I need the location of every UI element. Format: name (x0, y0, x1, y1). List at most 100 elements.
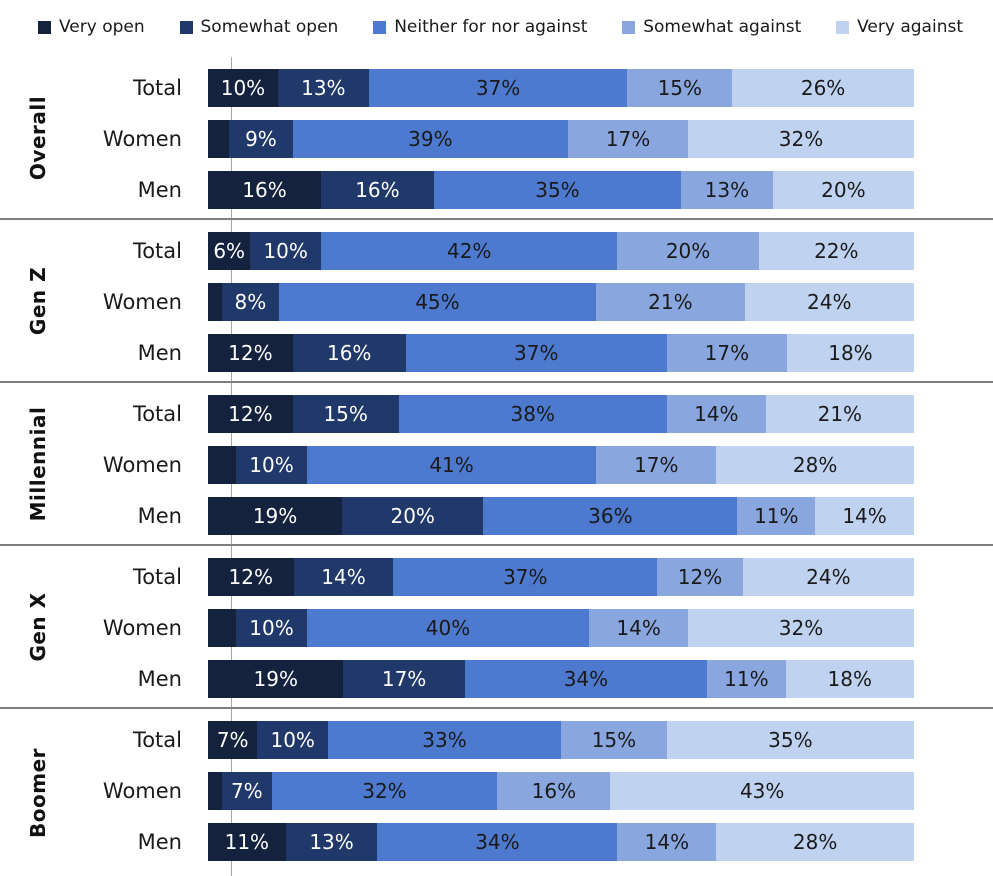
segment-value-label: 11% (754, 503, 799, 528)
bar-segment-somewhat-open: 8% (222, 282, 279, 321)
row-label: Women (102, 289, 182, 314)
segment-value-label: 26% (800, 75, 846, 100)
bar-segment-very-against: 32% (688, 608, 914, 647)
legend-swatch-icon (373, 20, 387, 34)
bar-segment-very-open (208, 771, 223, 810)
bar-segment-somewhat-against: 13% (681, 170, 773, 209)
legend-item-neither-for-nor-against: Neither for nor against (373, 17, 587, 37)
row-label: Women (102, 452, 182, 477)
segment-value-label: 32% (778, 126, 824, 151)
generation-group: Overall Total 10% 13% 37% 15% 26% Women 9% 39% 17%… (0, 57, 993, 220)
bar-segment-somewhat-against: 17% (596, 445, 717, 484)
segment-value-label: 21% (817, 401, 863, 426)
bar-row: Total 10% 13% 37% 15% 26% (0, 62, 993, 113)
bar-segment-neither-for-nor-against: 32% (271, 771, 498, 810)
bar-row: Total 12% 15% 38% 14% 21% (0, 388, 993, 439)
bar-segment-neither-for-nor-against: 37% (405, 333, 667, 372)
bar-segment-somewhat-against: 21% (596, 282, 745, 321)
segment-value-label: 10% (249, 452, 294, 477)
stacked-bar: 10% 41% 17% 28% (208, 445, 914, 484)
segment-value-label: 14% (321, 564, 366, 589)
stacked-bar: 8% 45% 21% 24% (208, 282, 914, 321)
bar-row: Men 19% 17% 34% 11% 18% (0, 653, 993, 704)
segment-value-label: 35% (768, 727, 813, 752)
bar-segment-very-against: 24% (742, 557, 914, 596)
bar-segment-very-against: 22% (758, 231, 914, 270)
group-label: Millennial (26, 406, 50, 521)
bar-row: Women 9% 39% 17% 32% (0, 113, 993, 164)
bar-row: Total 12% 14% 37% 12% 24% (0, 551, 993, 602)
stacked-bar: 19% 20% 36% 11% 14% (208, 496, 914, 535)
segment-value-label: 32% (778, 615, 824, 640)
bar-segment-very-open (208, 119, 230, 158)
bar-segment-very-open: 19% (208, 659, 344, 698)
segment-value-label: 18% (827, 666, 872, 691)
segment-value-label: 45% (415, 289, 460, 314)
bar-segment-neither-for-nor-against: 37% (393, 557, 658, 596)
segment-value-label: 14% (694, 401, 739, 426)
bar-segment-very-open (208, 608, 237, 647)
stacked-bar: 12% 16% 37% 17% 18% (208, 333, 914, 372)
bar-segment-neither-for-nor-against: 42% (320, 231, 618, 270)
stacked-bar: 9% 39% 17% 32% (208, 119, 914, 158)
segment-value-label: 22% (814, 238, 859, 263)
bar-segment-very-against: 35% (666, 720, 914, 759)
segment-value-label: 11% (224, 829, 270, 854)
bar-segment-very-open: 16% (208, 170, 321, 209)
bar-row: Men 19% 20% 36% 11% 14% (0, 490, 993, 541)
bar-segment-very-against: 18% (786, 333, 914, 372)
row-label: Total (132, 564, 182, 589)
bar-segment-very-against: 32% (688, 119, 914, 158)
segment-value-label: 15% (657, 75, 703, 100)
segment-value-label: 17% (381, 666, 427, 691)
bar-segment-somewhat-open: 10% (236, 445, 307, 484)
bar-segment-neither-for-nor-against: 40% (306, 608, 590, 647)
bar-segment-somewhat-open: 16% (292, 333, 406, 372)
segment-value-label: 40% (425, 615, 471, 640)
segment-value-label: 28% (792, 829, 838, 854)
stacked-bar: 12% 14% 37% 12% 24% (208, 557, 914, 596)
legend-label: Very open (59, 17, 145, 37)
bar-segment-very-open (208, 445, 237, 484)
legend-item-somewhat-against: Somewhat against (622, 17, 801, 37)
stacked-bar: 7% 10% 33% 15% 35% (208, 720, 914, 759)
legend-item-very-against: Very against (836, 17, 963, 37)
legend-label: Somewhat open (200, 17, 339, 37)
bar-segment-somewhat-open: 13% (277, 68, 369, 107)
segment-value-label: 16% (242, 177, 287, 202)
bar-segment-somewhat-against: 15% (627, 68, 733, 107)
bar-segment-somewhat-against: 17% (568, 119, 689, 158)
legend-swatch-icon (38, 20, 51, 34)
bar-segment-somewhat-against: 14% (589, 608, 689, 647)
segment-value-label: 8% (234, 289, 267, 314)
segment-value-label: 34% (475, 829, 520, 854)
row-label: Men (137, 340, 182, 365)
bar-segment-very-against: 21% (765, 394, 914, 433)
bar-segment-somewhat-against: 11% (737, 496, 816, 535)
bar-segment-very-open: 11% (208, 822, 286, 861)
generation-group: Millennial Total 12% 15% 38% 14% 21% Women 10% 41… (0, 383, 993, 546)
bar-segment-neither-for-nor-against: 37% (368, 68, 628, 107)
segment-value-label: 42% (446, 238, 492, 263)
row-label: Men (137, 829, 182, 854)
segment-value-label: 16% (326, 340, 372, 365)
stacked-bar: 16% 16% 35% 13% 20% (208, 170, 914, 209)
bar-segment-somewhat-open: 13% (285, 822, 378, 861)
segment-value-label: 36% (588, 503, 633, 528)
row-label: Men (137, 666, 182, 691)
bar-segment-somewhat-open: 10% (236, 608, 307, 647)
row-label: Total (132, 75, 182, 100)
bar-segment-neither-for-nor-against: 45% (278, 282, 597, 321)
legend-swatch-icon (179, 20, 193, 34)
generation-group: Gen Z Total 6% 10% 42% 20% 22% Women 8% 45% 21% 24%… (0, 220, 993, 383)
row-label: Men (137, 177, 182, 202)
group-label: Gen Z (26, 266, 50, 335)
bar-segment-very-against: 14% (815, 496, 914, 535)
stacked-bar: 10% 40% 14% 32% (208, 608, 914, 647)
bar-row: Men 11% 13% 34% 14% 28% (0, 816, 993, 867)
segment-value-label: 9% (245, 126, 277, 151)
bar-segment-very-against: 18% (785, 659, 914, 698)
legend: Very open Somewhat open Neither for nor ag… (0, 0, 993, 42)
bar-row: Total 6% 10% 42% 20% 22% (0, 225, 993, 276)
segment-value-label: 41% (429, 452, 474, 477)
